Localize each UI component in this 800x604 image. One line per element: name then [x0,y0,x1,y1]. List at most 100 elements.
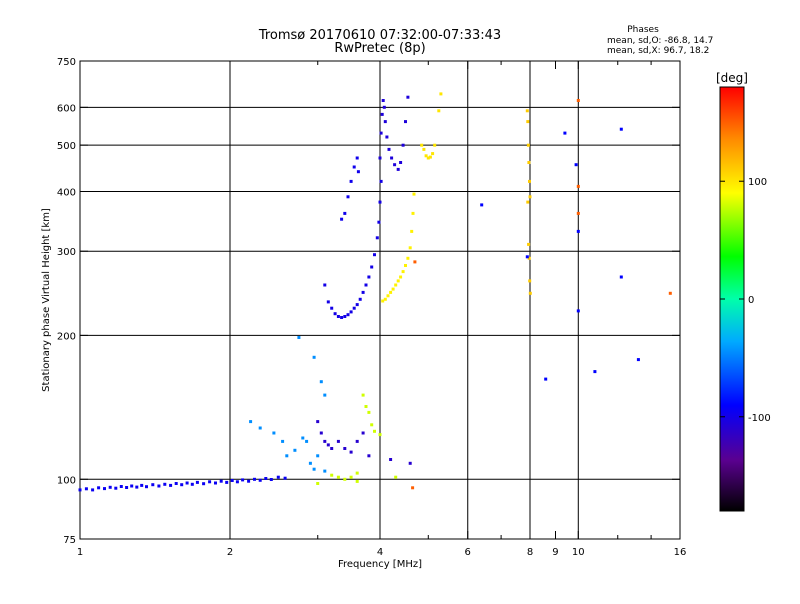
data-point [190,482,194,486]
data-point [316,482,320,485]
data-point [355,303,359,307]
y-axis-label: Stationary phase Virtual Height [km] [41,208,52,392]
data-point [525,109,529,113]
data-point [386,294,390,298]
data-point [312,467,316,471]
data-point [330,306,334,310]
data-points [78,92,672,492]
data-point [619,275,623,279]
data-point [394,475,398,479]
data-point [526,143,530,147]
data-point [330,473,334,477]
data-point [349,450,353,454]
data-point [364,283,368,287]
data-point [381,299,385,303]
data-point [108,485,112,489]
data-point [527,242,531,246]
data-point [410,229,414,233]
data-point [361,431,365,435]
data-point [202,482,206,486]
series-isolated-echoes [480,127,640,381]
data-point [401,143,405,147]
data-point [308,461,312,465]
x-tick-label: 10 [572,547,585,558]
data-point [375,236,379,240]
phase-stats-heading: Phases [627,25,659,35]
data-point [527,161,531,164]
data-point [527,256,531,260]
x-tick-label: 1 [77,547,83,558]
data-point [528,279,532,283]
data-point [382,105,386,109]
data-point [336,475,340,479]
y-tick-label: 200 [57,331,76,342]
data-point [361,290,365,294]
data-point [323,393,327,397]
data-point [151,483,155,487]
data-point [316,454,320,458]
data-point [399,275,403,279]
data-point [157,484,161,488]
series-o-mode-f2-lower-branch [323,179,383,319]
data-point [404,264,407,267]
data-point [373,429,376,433]
data-point [283,476,287,480]
y-tick-label: 600 [57,103,76,114]
data-point [326,300,330,304]
series-x-mode-sporadic-echoes [316,393,398,485]
data-point [576,211,580,215]
data-point [343,211,347,215]
data-point [370,265,374,269]
data-point [140,483,144,487]
data-point [349,475,353,479]
data-point [426,156,430,160]
chart-subtitle: RwPretec (8p) [334,41,425,56]
data-point [378,200,382,204]
data-point [323,283,327,287]
data-point [195,480,199,484]
data-point [576,184,580,188]
x-tick-label: 2 [227,547,233,558]
data-point [258,478,262,482]
data-point [336,439,340,443]
data-point [383,297,387,301]
data-point [433,143,437,147]
data-point [399,161,403,164]
data-point [408,461,412,465]
data-point [593,370,597,374]
data-point [364,405,368,408]
series-e-layer-trace [78,475,287,492]
data-point [316,420,320,424]
data-point [323,469,327,473]
data-point [361,393,365,397]
data-point [525,255,529,259]
series-sporadic-e-echoes [316,420,412,465]
data-point [319,431,323,435]
data-point [367,454,371,458]
data-point [97,486,101,490]
data-point [241,478,245,482]
data-point [253,477,256,481]
data-point [340,217,344,221]
data-point [185,481,189,485]
data-point [264,477,268,480]
data-point [333,312,337,316]
data-point [230,479,234,482]
data-point [379,131,383,135]
data-point [383,120,387,124]
data-point [343,315,347,318]
data-point [343,477,347,481]
data-point [346,195,350,199]
data-point [420,143,424,147]
data-point [389,458,393,461]
x-tick-label: 6 [465,547,471,558]
data-point [225,480,229,484]
colorbar-ticks: 100 0 -100 [720,177,771,424]
data-point [78,488,82,492]
data-point [576,309,580,313]
data-point [114,486,118,490]
x-tick-label: 4 [377,547,383,558]
colorbar-tick-label: 0 [748,295,754,306]
data-point [391,287,395,291]
